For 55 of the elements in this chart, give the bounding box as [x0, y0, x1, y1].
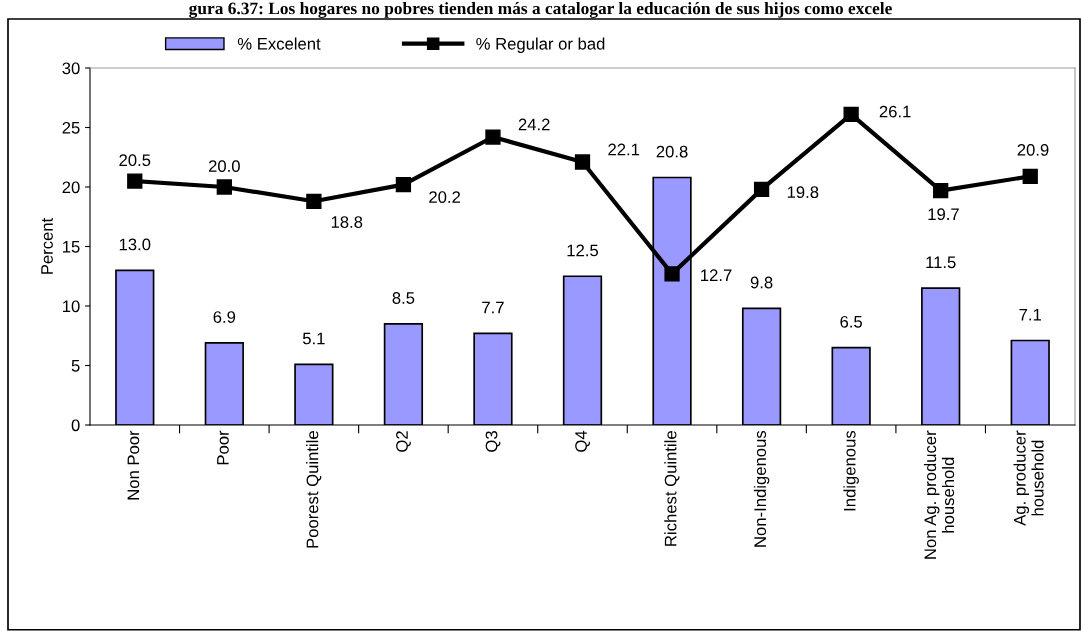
x-tick-label: Non-Indigenous	[753, 430, 770, 547]
point	[306, 193, 322, 209]
point	[127, 173, 143, 189]
data-label: 20.9	[1017, 143, 1049, 156]
x-tick-label: Richest Quintile	[664, 431, 680, 546]
x-tick-label: Non Ag. producer household	[923, 430, 955, 559]
data-label: 20.0	[208, 160, 240, 173]
data-label: 19.8	[787, 186, 819, 199]
chart-title: gura 6.37: Los hogares no pobres tienden más a catalogar la educación de sus hijos como excele	[189, 2, 892, 18]
data-label: 12.5	[567, 244, 599, 257]
x-tick-label: Non Poor	[127, 430, 140, 500]
y-tick-label: 0	[71, 419, 80, 432]
data-label: 7.1	[1019, 308, 1041, 321]
x-tick-label: Q4	[575, 430, 590, 452]
point	[664, 266, 680, 282]
data-label: 24.2	[518, 118, 550, 131]
y-axis-title: Percent	[41, 217, 53, 274]
y-tick-label: 20	[62, 181, 80, 194]
point	[753, 181, 770, 198]
y-tick-label: 10	[63, 300, 80, 313]
data-label: 20.8	[656, 145, 688, 158]
y-tick-label: 15	[63, 241, 80, 253]
data-label: 7.7	[482, 301, 504, 314]
legend-label: % Regular or bad	[476, 37, 605, 53]
data-label: 19.7	[928, 208, 959, 221]
data-label: 18.8	[331, 216, 363, 228]
data-label: 5.1	[302, 332, 325, 345]
x-tick-label: Q2	[396, 431, 411, 452]
x-tick-label: Poor	[217, 430, 229, 465]
data-label: 11.5	[926, 256, 956, 269]
point	[485, 129, 501, 145]
data-label: 20.2	[429, 191, 461, 203]
data-label: 12.7	[701, 269, 732, 281]
x-tick-label: Poorest Quintile	[306, 431, 322, 548]
y-tick-label: 30	[62, 62, 80, 75]
data-label: 8.5	[392, 292, 415, 304]
data-label: 13.0	[119, 238, 151, 251]
point	[933, 182, 949, 199]
point	[395, 176, 412, 193]
data-label: 22.1	[608, 143, 640, 156]
x-tick-label: Q3	[485, 431, 501, 452]
data-label: 6.5	[840, 315, 863, 328]
y-tick-label: 25	[62, 121, 80, 134]
point	[1022, 168, 1038, 184]
legend-label: % Excelent	[237, 37, 321, 50]
y-tick-label: 5	[71, 360, 80, 372]
point	[574, 154, 591, 170]
data-label: 20.5	[119, 154, 151, 167]
data-label: 9.8	[750, 276, 773, 289]
data-label: 26.1	[879, 105, 911, 118]
point	[843, 106, 859, 123]
x-tick-label: Ag. producer household	[1013, 430, 1044, 526]
x-tick-label: Indigenous	[843, 430, 859, 511]
data-label: 6.9	[213, 311, 236, 323]
point	[216, 179, 232, 195]
